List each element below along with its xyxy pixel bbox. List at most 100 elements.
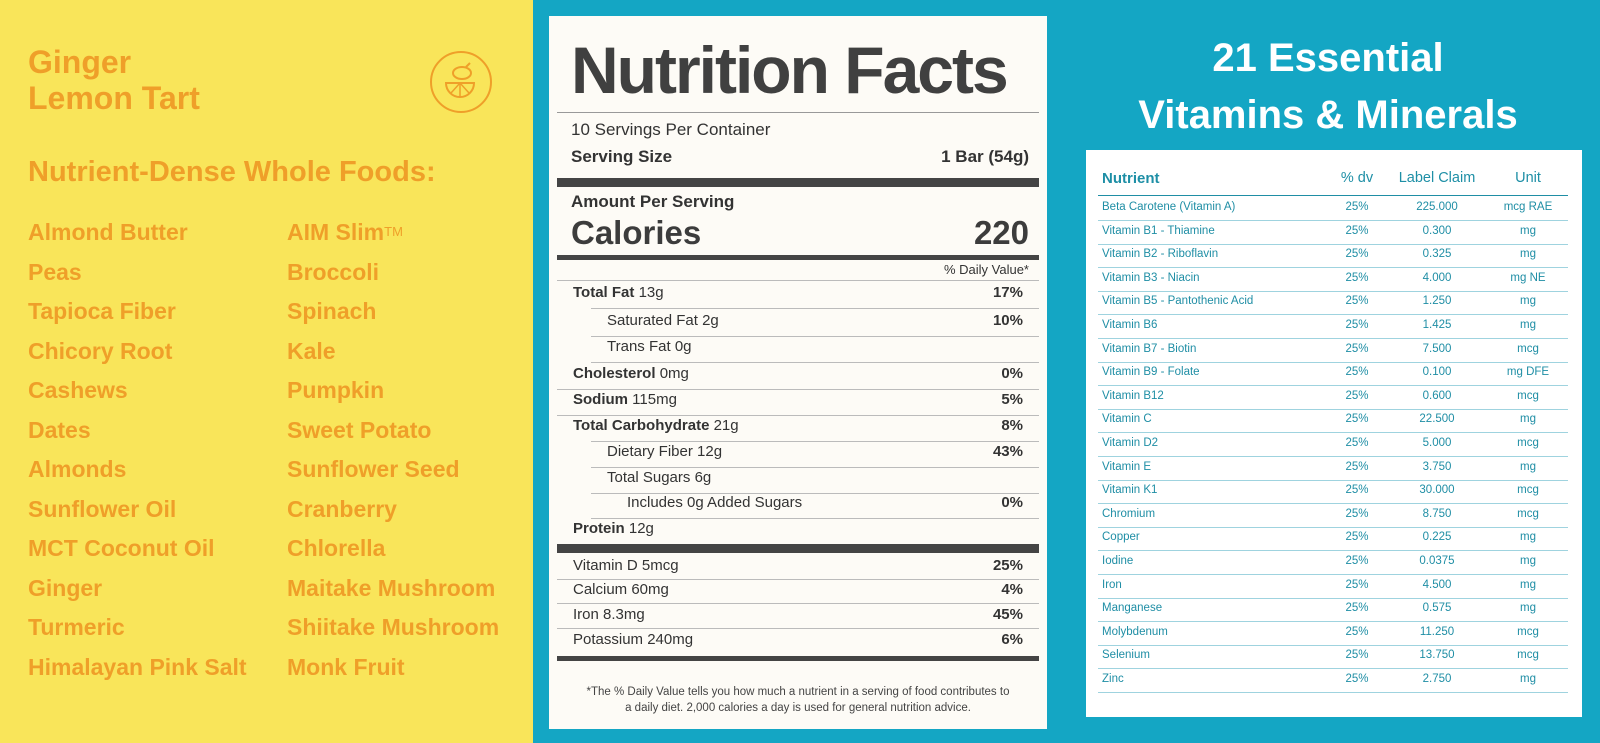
nutrient-row: Sodium 115mg 5% [573, 391, 1023, 408]
food-item: Turmeric [28, 614, 125, 640]
food-item: Kale [287, 337, 336, 364]
nutrient-label: Cholesterol [573, 365, 656, 382]
calories-value: 220 [973, 214, 1029, 251]
vitamin-dv: 25% [1345, 460, 1369, 473]
vitamin-dv: 25% [1345, 295, 1369, 308]
row-divider [1098, 550, 1568, 552]
vitamin-dv: 25% [1345, 224, 1369, 237]
vitamin-label-claim: 4.500 [1422, 578, 1452, 591]
mineral-daily-value: 6% [1001, 631, 1023, 648]
nutrient-label: Sodium [573, 391, 628, 408]
vitamin-dv: 25% [1345, 649, 1369, 662]
divider [557, 603, 1039, 604]
vitamin-label-claim: 0.0375 [1419, 555, 1455, 567]
mineral-row: Calcium 60mg 4% [573, 581, 1023, 598]
vitamin-name: Vitamin B7 - Biotin [1102, 342, 1197, 355]
mineral-label: Iron 8.3mg [573, 606, 645, 623]
food-item: Sunflower Seed [287, 456, 460, 482]
footnote: *The % Daily Value tells you how much a … [563, 684, 1033, 716]
medium-divider [557, 656, 1039, 661]
vitamin-unit: mg [1520, 413, 1536, 426]
daily-value-header: % Daily Value* [943, 262, 1029, 277]
vitamin-dv: 25% [1345, 437, 1369, 449]
row-divider [1098, 526, 1568, 528]
vitamin-unit: mg [1520, 248, 1536, 261]
food-item: Almond Butter [28, 219, 188, 245]
vitamin-dv: 25% [1345, 201, 1369, 213]
vitamin-label-claim: 0.225 [1422, 531, 1452, 544]
vitamin-label-claim: 0.300 [1422, 224, 1452, 237]
medium-divider [557, 255, 1039, 260]
food-item: Chicory Root [28, 337, 173, 364]
vitamin-dv: 25% [1345, 484, 1369, 497]
food-item: Almonds [28, 456, 127, 482]
mineral-daily-value: 4% [1001, 581, 1023, 598]
nutrient-label: Protein [573, 520, 625, 537]
vitamin-unit: mg [1520, 578, 1536, 591]
food-item: Tapioca Fiber [28, 298, 176, 324]
vitamin-label-claim: 22.500 [1419, 413, 1455, 426]
row-divider [1098, 644, 1568, 646]
row-divider [1098, 290, 1568, 292]
vitamin-name: Iron [1102, 578, 1122, 591]
vitamin-name: Manganese [1102, 602, 1163, 615]
row-divider [1098, 314, 1568, 316]
calories-label: Calories [571, 214, 702, 251]
food-item: Dates [28, 416, 91, 443]
divider [591, 336, 1039, 337]
servings-per-container: 10 Servings Per Container [571, 120, 771, 139]
vitamin-name: Vitamin B2 - Riboflavin [1102, 248, 1219, 261]
divider [557, 415, 1039, 416]
row-divider [1098, 668, 1568, 670]
divider [591, 308, 1039, 309]
divider [591, 441, 1039, 442]
vitamin-dv: 25% [1345, 625, 1369, 638]
vitamin-unit: mg NE [1510, 271, 1546, 284]
vitamin-unit: mg [1520, 319, 1536, 331]
vitamin-dv: 25% [1345, 319, 1369, 331]
vitamin-unit: mg [1520, 555, 1536, 567]
foods-heading: Nutrient-Dense Whole Foods: [28, 156, 436, 188]
vitamin-dv: 25% [1345, 248, 1369, 261]
vitamin-unit: mg [1520, 295, 1536, 308]
vitamin-label-claim: 225.000 [1416, 201, 1458, 213]
vitamin-name: Vitamin C [1102, 413, 1152, 426]
row-divider [1098, 243, 1568, 245]
vitamin-name: Selenium [1102, 649, 1150, 662]
nutrient-amount: 21g [713, 417, 739, 434]
nutrient-row: Total Carbohydrate 21g 8% [573, 417, 1023, 434]
vitamins-title: 21 Essential Vitamins & Minerals [1062, 30, 1594, 144]
lemon-icon [430, 51, 492, 113]
nutrient-row: Dietary Fiber 12g 43% [573, 443, 1023, 460]
vitamin-dv: 25% [1345, 366, 1369, 379]
vitamin-dv: 25% [1345, 555, 1369, 567]
vitamin-dv: 25% [1345, 413, 1369, 426]
food-item: Sweet Potato [287, 416, 432, 443]
food-item: Chlorella [287, 535, 386, 561]
vitamin-unit: mcg [1517, 507, 1539, 520]
header-label-claim: Label Claim [1398, 170, 1476, 186]
row-divider [1098, 361, 1568, 363]
food-list-left: Almond Butter Peas Tapioca Fiber Chicory Ro… [28, 217, 247, 691]
nutrient-amount: 2g [702, 312, 719, 329]
amount-per-serving: Amount Per Serving [571, 192, 735, 211]
row-divider [1098, 408, 1568, 410]
vitamins-title-line2: Vitamins & Minerals [1138, 93, 1518, 137]
row-divider [1098, 220, 1568, 221]
row-divider [1098, 621, 1568, 623]
nutrient-row: Total Sugars 6g [573, 469, 1023, 486]
header-unit: Unit [1515, 170, 1541, 186]
nutrient-amount: 12g [697, 443, 723, 460]
vitamins-title-line1: 21 Essential [1212, 36, 1444, 80]
mineral-row: Iron 8.3mg 45% [573, 606, 1023, 623]
nutrient-amount: 6g [694, 469, 712, 486]
vitamin-name: Vitamin D2 [1102, 437, 1159, 449]
food-item: Himalayan Pink Salt [28, 653, 247, 680]
vitamin-label-claim: 11.250 [1419, 625, 1455, 638]
divider [557, 579, 1039, 580]
vitamin-unit: mcg RAE [1503, 201, 1553, 213]
vitamin-label-claim: 4.000 [1422, 271, 1452, 284]
divider [557, 628, 1039, 629]
nutrient-daily-value: 0% [1001, 494, 1023, 511]
row-divider [1098, 338, 1568, 339]
